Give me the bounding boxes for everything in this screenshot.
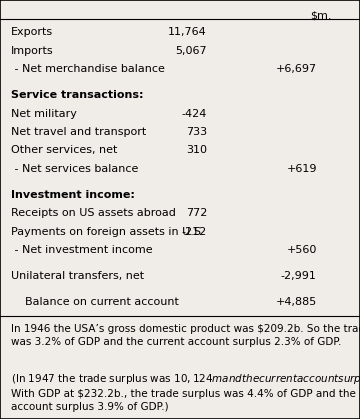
- Text: 5,067: 5,067: [175, 46, 207, 56]
- Text: Unilateral transfers, net: Unilateral transfers, net: [11, 271, 144, 281]
- Text: -2,991: -2,991: [281, 271, 317, 281]
- Text: 772: 772: [186, 208, 207, 218]
- Text: Net travel and transport: Net travel and transport: [11, 127, 146, 137]
- Text: (In 1947 the trade surplus was $10,124m and the current account surplus $8,992m.: (In 1947 the trade surplus was $10,124m …: [11, 372, 360, 412]
- Text: -212: -212: [182, 227, 207, 237]
- Text: +4,885: +4,885: [275, 297, 317, 307]
- Text: +6,697: +6,697: [276, 64, 317, 74]
- Text: 11,764: 11,764: [168, 27, 207, 37]
- Text: +619: +619: [286, 164, 317, 174]
- Text: +560: +560: [287, 245, 317, 255]
- Text: - Net services balance: - Net services balance: [11, 164, 138, 174]
- Text: - Net investment income: - Net investment income: [11, 245, 152, 255]
- Text: 733: 733: [186, 127, 207, 137]
- Text: In 1946 the USA’s gross domestic product was $209.2b. So the trade surplus
was 3: In 1946 the USA’s gross domestic product…: [11, 324, 360, 347]
- Text: Imports: Imports: [11, 46, 53, 56]
- Text: $m.: $m.: [310, 10, 331, 21]
- Text: Balance on current account: Balance on current account: [11, 297, 179, 307]
- Text: Exports: Exports: [11, 27, 53, 37]
- Text: Payments on foreign assets in U.S.: Payments on foreign assets in U.S.: [11, 227, 204, 237]
- Text: 310: 310: [186, 145, 207, 155]
- Text: Investment income:: Investment income:: [11, 190, 135, 200]
- Text: Other services, net: Other services, net: [11, 145, 117, 155]
- Text: Receipts on US assets abroad: Receipts on US assets abroad: [11, 208, 176, 218]
- Text: - Net merchandise balance: - Net merchandise balance: [11, 64, 165, 74]
- Text: -424: -424: [182, 109, 207, 119]
- Text: Service transactions:: Service transactions:: [11, 90, 143, 100]
- Text: Net military: Net military: [11, 109, 77, 119]
